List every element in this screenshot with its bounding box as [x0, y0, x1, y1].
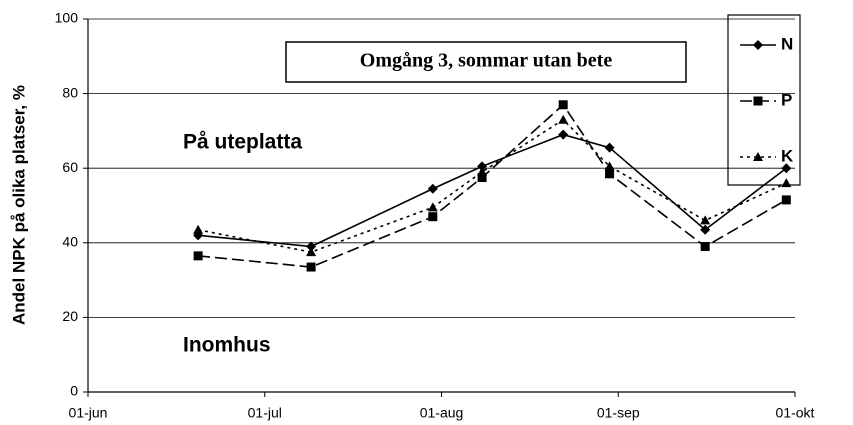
y-axis-label: Andel NPK på olika platser, % — [9, 85, 28, 325]
marker — [781, 195, 791, 205]
y-tick-label: 20 — [62, 308, 78, 324]
legend-label: K — [781, 146, 794, 165]
marker — [193, 224, 204, 234]
series-line — [198, 103, 787, 268]
annotation: Omgång 3, sommar utan bete — [360, 50, 613, 72]
marker — [753, 40, 763, 50]
marker — [604, 142, 615, 153]
marker — [605, 169, 615, 179]
marker — [477, 166, 488, 176]
marker — [604, 161, 615, 171]
marker — [477, 161, 488, 172]
marker — [427, 183, 438, 194]
marker — [193, 251, 203, 261]
marker — [558, 114, 569, 124]
marker — [306, 262, 316, 272]
series-line — [198, 133, 787, 248]
marker — [700, 215, 711, 225]
annotation: Inomhus — [183, 334, 271, 357]
marker — [700, 224, 711, 235]
annotation-box — [285, 41, 687, 83]
x-tick-label: 01-aug — [420, 405, 464, 421]
marker — [558, 100, 568, 110]
y-tick-label: 80 — [62, 84, 78, 100]
marker — [781, 163, 792, 174]
legend-label: P — [781, 90, 792, 109]
annotation: På uteplatta — [183, 131, 302, 154]
marker — [753, 152, 763, 161]
marker — [781, 178, 792, 188]
y-tick-label: 40 — [62, 234, 78, 250]
marker — [753, 96, 763, 106]
marker — [427, 202, 438, 212]
marker — [700, 242, 710, 252]
legend-label: N — [781, 34, 793, 53]
x-tick-label: 01-okt — [776, 405, 815, 421]
y-tick-label: 0 — [70, 383, 78, 399]
marker — [306, 241, 317, 252]
marker — [306, 247, 317, 257]
marker — [428, 212, 438, 222]
y-tick-label: 100 — [55, 10, 79, 26]
x-tick-label: 01-jun — [69, 405, 108, 421]
x-tick-label: 01-jul — [248, 405, 282, 421]
x-tick-label: 01-sep — [597, 405, 640, 421]
marker — [558, 129, 569, 140]
y-tick-label: 60 — [62, 159, 78, 175]
